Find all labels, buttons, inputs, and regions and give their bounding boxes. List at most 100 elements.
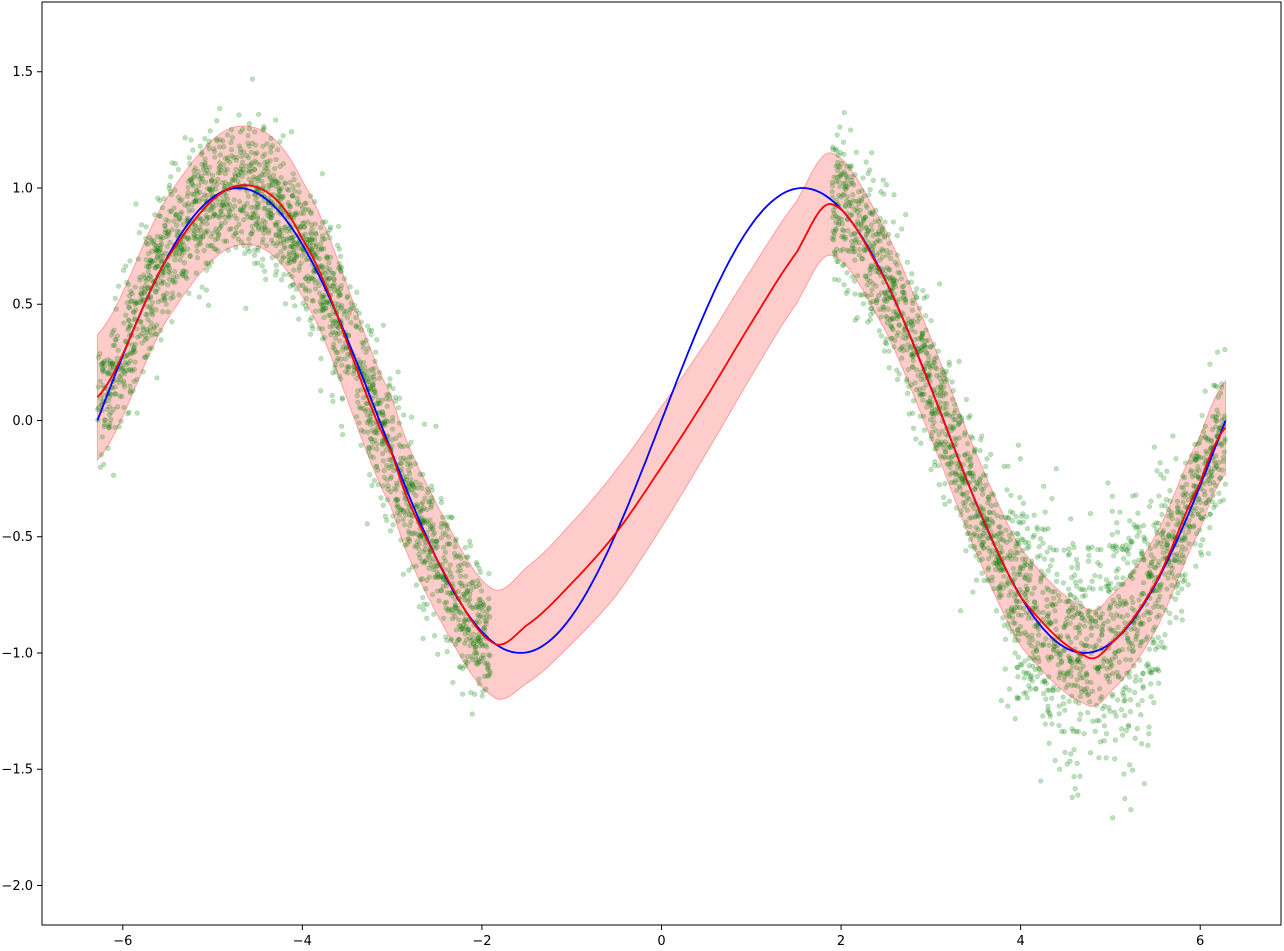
- scatter-point: [1014, 695, 1020, 702]
- scatter-point: [841, 109, 847, 116]
- scatter-point: [162, 226, 169, 233]
- scatter-point: [1189, 513, 1196, 519]
- scatter-point: [160, 279, 167, 286]
- scatter-point: [130, 349, 136, 356]
- scatter-point: [302, 224, 308, 230]
- scatter-point: [433, 563, 440, 569]
- scatter-point: [129, 290, 135, 297]
- scatter-point: [952, 471, 958, 477]
- scatter-point: [108, 409, 114, 416]
- scatter-point: [936, 432, 942, 438]
- scatter-point: [344, 293, 351, 299]
- scatter-point: [888, 255, 894, 262]
- scatter-point: [1043, 696, 1049, 702]
- scatter-point: [1125, 635, 1131, 642]
- scatter-point: [1122, 620, 1128, 626]
- scatter-point: [264, 141, 270, 147]
- scatter-point: [123, 312, 129, 318]
- scatter-point: [984, 535, 991, 541]
- scatter-point: [1031, 599, 1038, 605]
- scatter-point: [369, 427, 376, 433]
- scatter-point: [1128, 540, 1134, 546]
- scatter-point: [456, 580, 463, 586]
- scatter-point: [370, 420, 376, 426]
- scatter-point: [1067, 592, 1074, 598]
- scatter-point: [470, 583, 476, 590]
- scatter-point: [1123, 656, 1129, 663]
- scatter-point: [959, 418, 965, 424]
- scatter-point: [931, 359, 937, 366]
- scatter-point: [392, 394, 399, 401]
- scatter-point: [366, 472, 373, 478]
- scatter-point: [447, 562, 453, 568]
- scatter-point: [1071, 773, 1077, 780]
- scatter-point: [1213, 414, 1220, 421]
- scatter-point: [244, 152, 250, 159]
- scatter-point: [914, 295, 920, 301]
- scatter-point: [851, 231, 857, 237]
- scatter-point: [1000, 615, 1006, 621]
- scatter-point: [166, 268, 172, 275]
- scatter-point: [1175, 504, 1181, 510]
- scatter-point: [164, 290, 170, 297]
- scatter-point: [320, 302, 327, 309]
- scatter-point: [905, 279, 911, 286]
- scatter-point: [287, 235, 293, 241]
- scatter-point: [306, 288, 312, 294]
- scatter-point: [97, 378, 103, 384]
- scatter-point: [394, 497, 401, 503]
- scatter-point: [216, 214, 222, 221]
- scatter-point: [155, 286, 161, 292]
- scatter-point: [1109, 662, 1115, 669]
- scatter-point: [369, 482, 375, 489]
- scatter-point: [1053, 578, 1060, 584]
- scatter-point: [923, 404, 930, 410]
- scatter-point: [1018, 513, 1025, 519]
- scatter-point: [1144, 608, 1150, 615]
- scatter-point: [442, 600, 448, 606]
- x-tick-label: 0: [657, 934, 665, 946]
- scatter-point: [1015, 571, 1021, 578]
- scatter-point: [874, 252, 880, 258]
- scatter-point: [342, 356, 348, 362]
- y-tick-label: 1.5: [12, 65, 33, 80]
- scatter-point: [185, 246, 191, 252]
- scatter-point: [475, 605, 482, 611]
- scatter-point: [856, 246, 863, 253]
- scatter-point: [381, 474, 387, 481]
- scatter-point: [1042, 678, 1048, 685]
- scatter-point: [929, 409, 935, 415]
- y-tick-label: 1.0: [12, 181, 33, 196]
- scatter-point: [218, 221, 224, 227]
- scatter-point: [195, 173, 201, 179]
- scatter-point: [109, 361, 116, 367]
- scatter-point: [1013, 544, 1019, 550]
- scatter-point: [908, 351, 914, 358]
- scatter-point: [890, 316, 896, 322]
- scatter-point: [374, 427, 380, 433]
- scatter-point: [165, 262, 171, 268]
- scatter-point: [923, 360, 930, 366]
- scatter-point: [268, 237, 275, 243]
- scatter-point: [1174, 509, 1181, 515]
- scatter-point: [835, 277, 842, 283]
- scatter-point: [919, 330, 925, 336]
- scatter-point: [918, 335, 925, 342]
- scatter-point: [124, 352, 130, 359]
- scatter-point: [903, 296, 909, 303]
- scatter-point: [484, 609, 490, 615]
- scatter-point: [1077, 693, 1083, 700]
- scatter-point: [149, 300, 156, 306]
- scatter-point: [938, 453, 944, 459]
- scatter-point: [854, 315, 860, 321]
- scatter-point: [112, 295, 118, 302]
- scatter-point: [463, 623, 469, 629]
- scatter-point: [198, 216, 205, 222]
- scatter-point: [408, 476, 414, 483]
- scatter-point: [1089, 618, 1095, 624]
- scatter-point: [1007, 537, 1014, 543]
- scatter-point: [113, 306, 119, 312]
- scatter-point: [1153, 520, 1159, 526]
- scatter-point: [1048, 620, 1054, 627]
- scatter-point: [331, 280, 337, 287]
